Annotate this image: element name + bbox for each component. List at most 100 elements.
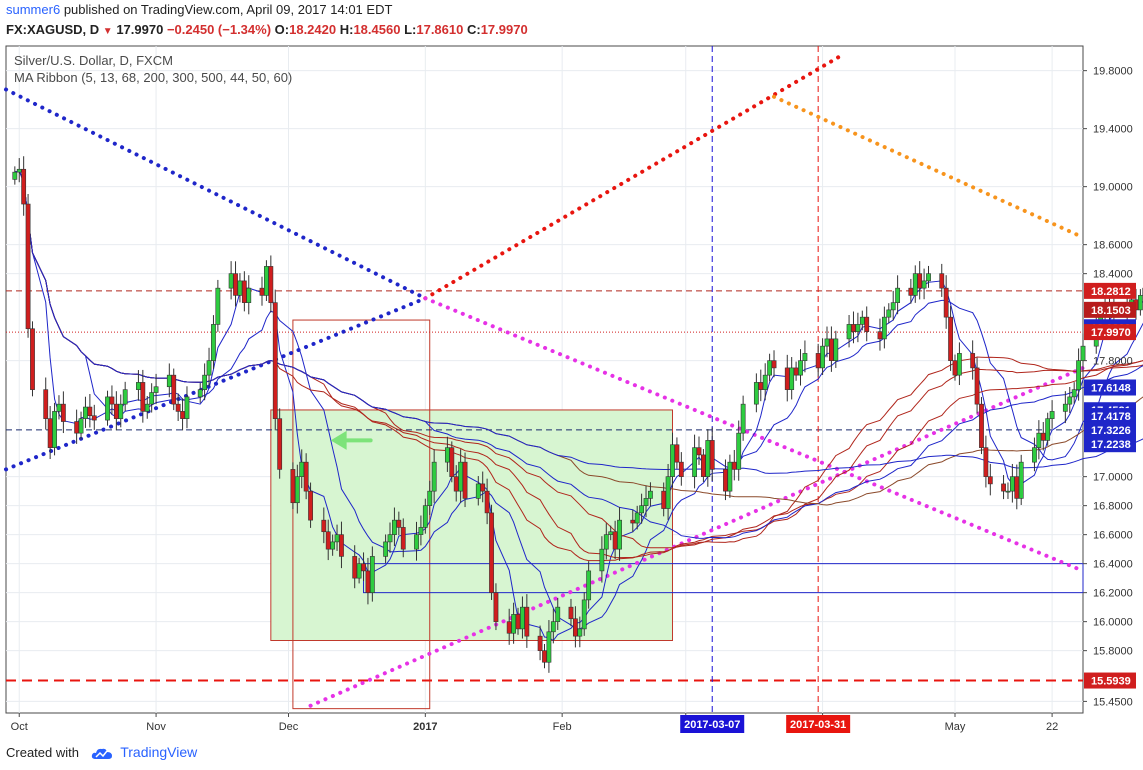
candle-body: [701, 455, 705, 477]
price-tick-label: 16.2000: [1093, 588, 1133, 600]
candle-body: [61, 404, 65, 421]
candle-body: [370, 556, 374, 592]
author-link[interactable]: summer6: [6, 2, 60, 17]
price-chart[interactable]: 15.450015.800016.000016.200016.400016.60…: [0, 40, 1143, 740]
candle-body: [820, 346, 824, 368]
candle-body: [741, 404, 745, 433]
candle-body: [22, 169, 26, 204]
down-arrow-icon: ▼: [103, 26, 113, 37]
candle-body: [419, 527, 423, 534]
candle-body: [291, 469, 295, 502]
candle-body: [918, 274, 922, 289]
price-label-text: 17.2238: [1091, 439, 1131, 451]
candle-body: [763, 375, 767, 390]
price-label-text: 18.1503: [1091, 305, 1131, 317]
candle-body: [754, 382, 758, 404]
candle-body: [211, 324, 215, 360]
price-tick-label: 18.6000: [1093, 240, 1133, 252]
candle-body: [666, 477, 670, 509]
candle-body: [887, 310, 891, 317]
candle-body: [679, 462, 683, 477]
candle-body: [260, 288, 264, 295]
ohlc-line: FX:XAGUSD, D ▼ 17.9970 −0.2450 (−1.34%) …: [6, 22, 528, 37]
candle-body: [697, 448, 701, 455]
candle-body: [494, 593, 498, 622]
candle-body: [278, 419, 282, 470]
candle-body: [617, 520, 621, 549]
candle-body: [1010, 477, 1014, 492]
candle-body: [30, 329, 34, 390]
candle-body: [710, 440, 714, 469]
price-label-text: 17.4178: [1091, 411, 1131, 423]
legend-indicator: MA Ribbon (5, 13, 68, 200, 300, 500, 44,…: [14, 70, 292, 85]
open-value: 18.2420: [289, 22, 336, 37]
candle-body: [1019, 462, 1023, 498]
tradingview-link[interactable]: TradingView: [120, 744, 197, 760]
price-tick-label: 16.4000: [1093, 559, 1133, 571]
candle-body: [445, 448, 449, 463]
candle-body: [737, 433, 741, 469]
close-value: 17.9970: [481, 22, 528, 37]
candle-body: [670, 445, 674, 477]
candle-body: [154, 387, 158, 393]
candle-body: [882, 317, 886, 339]
candle-body: [322, 520, 326, 532]
time-tick-label: Dec: [279, 721, 299, 733]
price-tick-label: 15.4500: [1093, 696, 1133, 708]
tradingview-cloud-icon: [91, 747, 113, 761]
open-label: O:: [275, 22, 289, 37]
candle-body: [1006, 491, 1010, 492]
candle-body: [150, 393, 154, 405]
candle-body: [454, 477, 458, 492]
candle-body: [141, 382, 145, 411]
red-uptrend-line: [425, 56, 840, 298]
candle-body: [88, 407, 92, 416]
candle-body: [238, 281, 242, 296]
price-tick-label: 17.0000: [1093, 472, 1133, 484]
time-axis: OctNovDec2017FebMAprMay22: [11, 713, 1059, 733]
time-tick-label: Nov: [146, 721, 166, 733]
candle-body: [136, 382, 140, 389]
candle-body: [339, 535, 343, 557]
candle-body: [582, 600, 586, 629]
candle-body: [940, 274, 944, 289]
price-label-text: 15.5939: [1091, 676, 1131, 688]
close-label: C:: [467, 22, 481, 37]
candle-body: [114, 404, 118, 419]
candle-body: [648, 491, 652, 498]
candle-body: [957, 353, 961, 375]
candle-body: [357, 564, 361, 579]
candle-body: [794, 368, 798, 375]
candle-body: [26, 204, 30, 329]
candle-body: [525, 607, 529, 636]
candle-body: [233, 274, 237, 296]
candle-body: [644, 498, 648, 505]
candle-body: [953, 361, 957, 376]
price-tick-label: 19.4000: [1093, 124, 1133, 136]
candle-body: [83, 407, 87, 419]
candle-body: [414, 535, 418, 550]
time-tick-label: Oct: [11, 721, 28, 733]
candle-body: [860, 317, 864, 324]
blue-downtrend-line: [6, 90, 425, 299]
candle-body: [366, 571, 370, 593]
candle-body: [988, 477, 992, 484]
time-tick-label: 22: [1046, 721, 1058, 733]
candle-body: [383, 542, 387, 557]
date-label-text: 2017-03-07: [684, 719, 740, 731]
candle-body: [896, 288, 900, 303]
price-label-text: 17.3226: [1091, 425, 1131, 437]
created-with-text: Created with: [6, 745, 79, 760]
candle-body: [538, 636, 542, 651]
candle-body: [578, 629, 582, 636]
candle-body: [573, 619, 577, 636]
candle-body: [198, 390, 202, 397]
candle-body: [1138, 295, 1142, 310]
candle-body: [242, 281, 246, 303]
candle-body: [1068, 397, 1072, 404]
candle-body: [878, 332, 882, 339]
candle-body: [979, 404, 983, 448]
candle-body: [401, 527, 405, 549]
candle-body: [1015, 477, 1019, 499]
candle-body: [569, 607, 573, 619]
